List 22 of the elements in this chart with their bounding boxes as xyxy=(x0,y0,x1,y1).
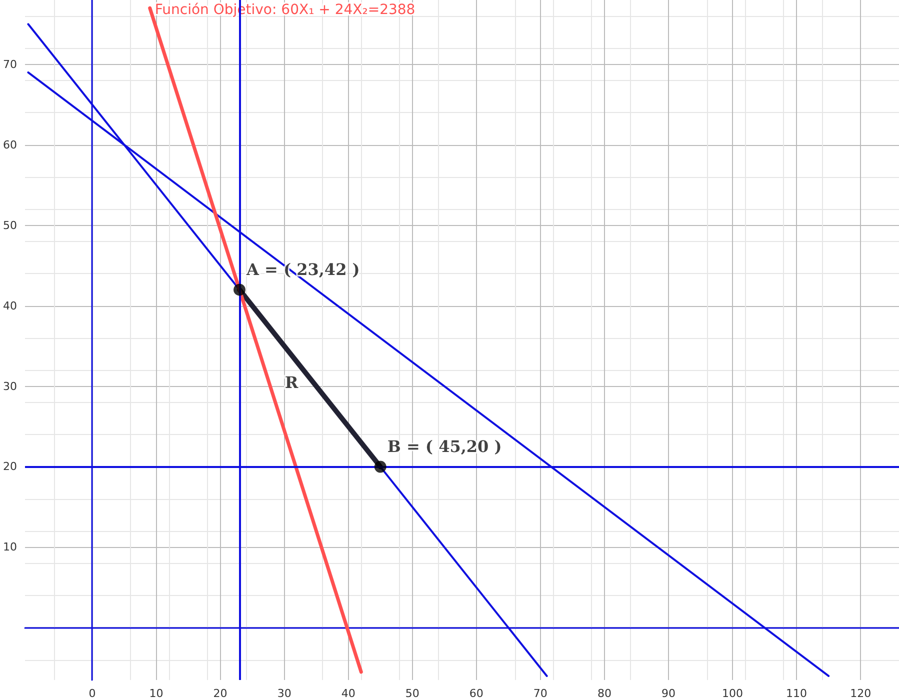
y-tick-label: 70 xyxy=(2,58,17,71)
x-tick-label: 80 xyxy=(597,687,612,699)
x-tick-label: 20 xyxy=(213,687,228,699)
x-tick-label: 90 xyxy=(661,687,676,699)
x-tick-label: 40 xyxy=(341,687,356,699)
x-tick-label: 10 xyxy=(149,687,164,699)
x-tick-label: 50 xyxy=(405,687,420,699)
x-tick-label: 0 xyxy=(88,687,96,699)
y-tick-label: 30 xyxy=(2,380,17,393)
y-tick-label: 50 xyxy=(2,218,17,232)
y-tick-label: 40 xyxy=(2,299,17,312)
annotation: B = ( 45,20 ) xyxy=(387,437,502,456)
y-tick-label: 10 xyxy=(2,540,17,554)
x-tick-label: 30 xyxy=(277,687,292,699)
x-tick-label: 70 xyxy=(533,687,548,699)
x-tick-label: 60 xyxy=(469,687,484,699)
x-tick-label: 110 xyxy=(786,687,808,699)
x-tick-label: 100 xyxy=(722,687,744,699)
y-tick-label: 20 xyxy=(2,460,17,474)
y-tick-label: 60 xyxy=(2,138,17,152)
annotation: R xyxy=(284,372,299,392)
x-tick-label: 120 xyxy=(850,687,872,699)
